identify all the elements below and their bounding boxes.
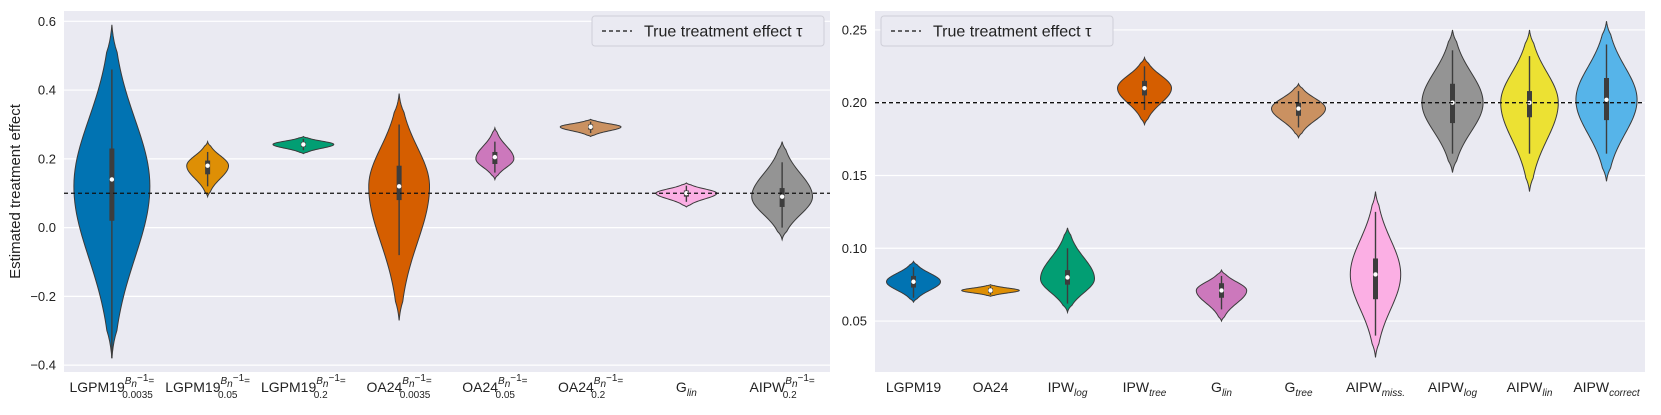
y-tick-label: −0.2 — [30, 289, 56, 304]
legend-box — [591, 15, 825, 47]
x-category-label: Glin — [676, 379, 697, 399]
x-category-label: AIPWcorrect — [1573, 379, 1641, 399]
y-tick-label: 0.2 — [38, 151, 56, 166]
y-tick-label: 0.6 — [38, 14, 56, 29]
x-category-label: IPWlog — [1048, 379, 1088, 399]
x-category-label: Gtree — [1284, 379, 1313, 399]
legend-box — [880, 15, 1114, 47]
right-violin-panel: 0.05 0.10 0.15 0.20 0.25 LGPM19 OA24 IPWlog IPWt… — [842, 11, 1645, 399]
y-tick-label: 0.4 — [38, 83, 56, 98]
violin-median — [1604, 97, 1609, 102]
x-category-label: OA24Bn−1= 0.05 — [462, 373, 527, 401]
violin-median — [109, 177, 115, 182]
violin-median — [1296, 106, 1301, 111]
y-tick-label: 0.20 — [842, 95, 867, 110]
x-category-label: OA24Bn−1= 0.2 — [558, 373, 623, 401]
y-tick-label: 0.10 — [842, 241, 867, 256]
x-category-label: LGPM19Bn−1= 0.05 — [165, 373, 250, 401]
y-axis-label: Estimated treatment effect — [7, 103, 24, 279]
x-category-label: AIPWlog — [1428, 379, 1478, 399]
legend-label: True treatment effect τ — [644, 24, 803, 41]
x-category-label: AIPWlin — [1507, 379, 1553, 399]
x-category-label: Glin — [1211, 379, 1232, 399]
y-tick-label: 0.0 — [38, 220, 56, 235]
y-tick-label: 0.25 — [842, 22, 867, 37]
x-category-label: LGPM19Bn−1= 0.2 — [261, 373, 346, 401]
violin-median — [988, 288, 993, 293]
violin-median — [396, 184, 402, 189]
legend-label: True treatment effect τ — [933, 24, 1092, 41]
x-category-label: LGPM19Bn−1= 0.0035 — [70, 373, 155, 401]
y-tick-label: 0.15 — [842, 168, 867, 183]
x-category-label: OA24Bn−1= 0.0035 — [366, 373, 431, 401]
x-category-label: AIPWmiss. — [1346, 379, 1405, 399]
x-category-label: OA24 — [973, 379, 1009, 395]
y-tick-label: 0.05 — [842, 314, 867, 329]
violin-median — [779, 194, 785, 199]
left-violin-panel: −0.4 −0.2 0.0 0.2 0.4 0.6 Estimated treatment … — [7, 11, 830, 401]
violin-median — [1219, 288, 1224, 293]
x-category-label: LGPM19 — [886, 379, 941, 395]
violin-median — [911, 279, 916, 284]
violin-median — [205, 163, 210, 168]
violin-median — [492, 154, 498, 160]
violin-median — [1065, 275, 1070, 280]
x-category-label: AIPWBn−1= 0.2 — [749, 373, 814, 401]
y-tick-label: −0.4 — [30, 358, 56, 373]
violin-median — [1142, 85, 1147, 91]
violin-median — [301, 142, 306, 147]
x-category-label: IPWtree — [1123, 379, 1167, 399]
violin-median — [684, 191, 689, 196]
violin-median — [1373, 272, 1378, 277]
violin-median — [588, 124, 593, 130]
